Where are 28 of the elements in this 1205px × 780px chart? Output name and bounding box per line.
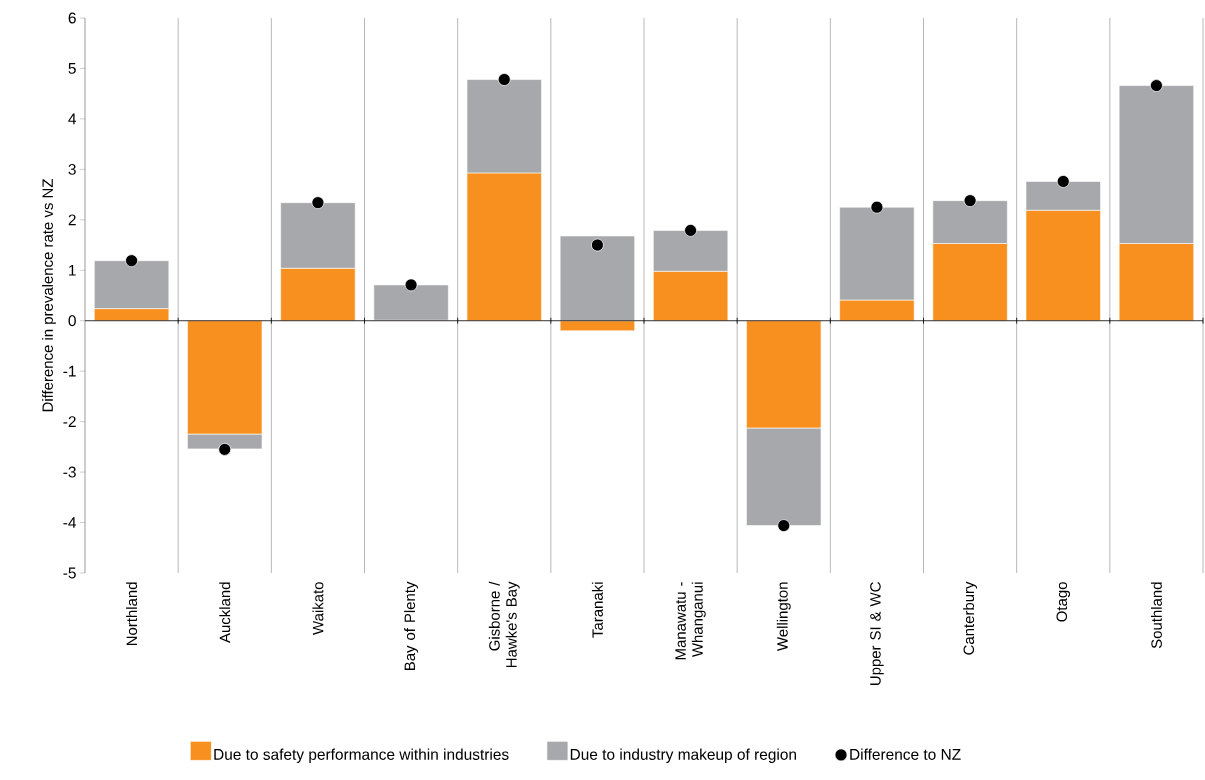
y-tick-label: 6	[68, 12, 76, 24]
x-tick-label: Canterbury	[963, 581, 978, 655]
y-tick-label: 2	[68, 214, 76, 226]
y-tick-label: -1	[63, 365, 76, 377]
y-tick-label: -5	[63, 567, 76, 579]
y-tick-label: 3	[68, 163, 76, 175]
legend-label: Due to industry makeup of region	[570, 748, 796, 763]
y-tick-label: -4	[63, 517, 77, 528]
legend-label: Difference to NZ	[850, 748, 961, 760]
legend-label: Due to safety performance within industries	[214, 748, 509, 763]
x-tick-label: Upper SI & WC	[870, 582, 884, 685]
x-tick-label: Southland	[1150, 582, 1162, 649]
y-axis-title: Difference in prevalence rate vs NZ	[41, 179, 56, 412]
x-tick-label: Auckland	[219, 582, 231, 643]
x-tick-label: Gisborne / Hawke's Bay	[488, 581, 520, 668]
x-tick-label: Waikato	[312, 582, 324, 635]
x-tick-label: Bay of Plenty	[404, 581, 419, 671]
y-tick-label: 0	[68, 315, 76, 327]
y-tick-label: 4	[68, 113, 77, 125]
x-tick-label: Wellington	[776, 582, 791, 651]
y-tick-label: 1	[69, 264, 76, 276]
y-tick-label: 5	[68, 63, 76, 74]
x-tick-label: Northland	[126, 582, 138, 646]
x-tick-label: Manawatu - Whanganui	[675, 582, 706, 660]
x-tick-label: Taranaki	[591, 582, 603, 638]
y-tick-label: -3	[63, 466, 76, 478]
x-tick-label: Otago	[1056, 582, 1071, 622]
y-tick-label: -2	[63, 416, 76, 428]
